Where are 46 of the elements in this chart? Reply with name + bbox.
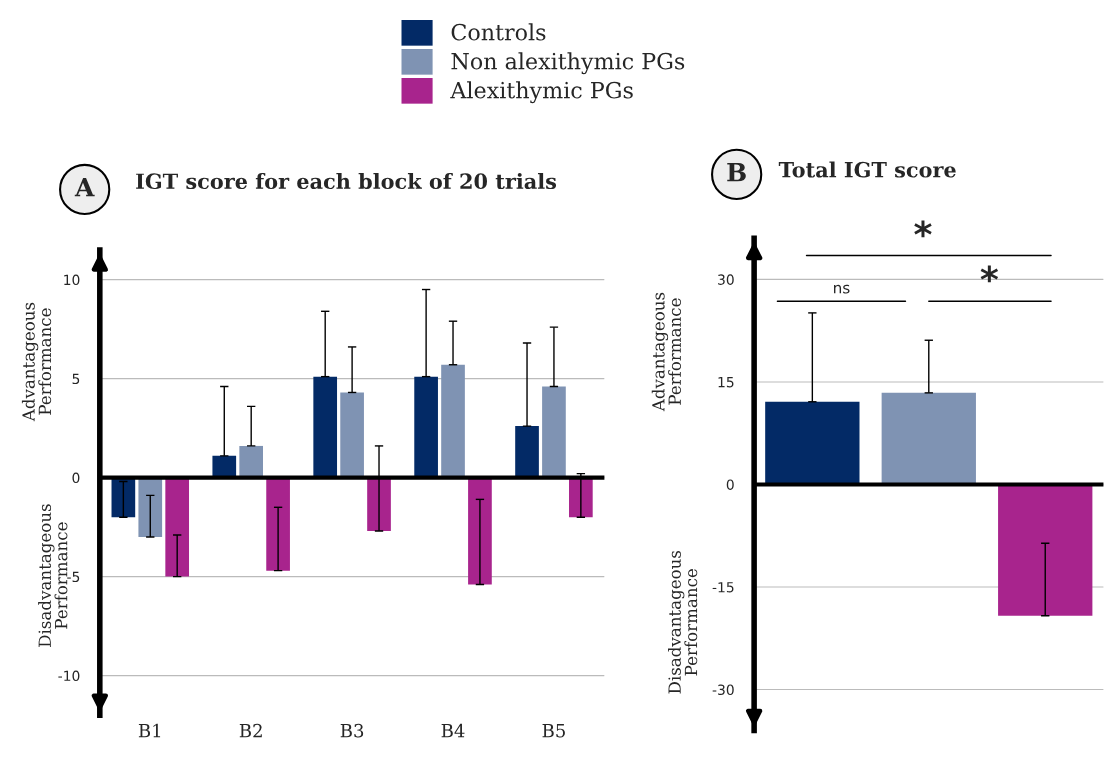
bar xyxy=(515,426,539,478)
bar xyxy=(998,484,1093,616)
bar xyxy=(414,376,438,478)
bar xyxy=(239,445,264,478)
chart-title: IGT score for each block of 20 trials xyxy=(136,172,557,190)
bar xyxy=(313,376,338,478)
chart-title: Total IGT score xyxy=(778,161,956,178)
y-tick-label: 10 xyxy=(64,274,80,286)
bar xyxy=(138,477,163,537)
text: * xyxy=(914,220,932,238)
bar xyxy=(881,392,976,485)
y-axis-title: Advantageous Performance xyxy=(21,302,52,422)
x-tick-label: B5 xyxy=(542,724,565,738)
legend-label: Controls xyxy=(451,23,546,41)
bar xyxy=(542,386,566,478)
x-tick-label: B1 xyxy=(138,723,161,738)
y-axis-title: Advantageous Performance xyxy=(651,292,682,412)
x-tick-label: B2 xyxy=(239,723,262,738)
bar xyxy=(165,477,190,577)
text: A xyxy=(74,178,95,197)
legend-label: Alexithymic PGs xyxy=(450,81,633,104)
y-tick-label: -30 xyxy=(712,684,734,696)
annotation: * xyxy=(980,265,999,283)
text: Disadvantageous Performance xyxy=(38,504,68,647)
x-tick-label: B3 xyxy=(340,723,364,738)
annotation: ns xyxy=(834,284,850,294)
bar xyxy=(266,477,290,571)
y-tick-label: 15 xyxy=(718,377,734,388)
bar xyxy=(441,364,465,478)
y-tick-label: -5 xyxy=(67,571,80,583)
x-tick-label: B4 xyxy=(441,723,465,738)
bar xyxy=(468,477,492,585)
y-tick-label: 0 xyxy=(726,479,734,490)
text: Disadvantageous Performance xyxy=(668,550,698,694)
y-tick-label: -10 xyxy=(58,670,80,682)
bar xyxy=(212,455,237,478)
y-tick-label: 30 xyxy=(718,274,734,285)
bar xyxy=(569,477,593,518)
y-tick-label: 5 xyxy=(72,373,80,385)
y-tick-label: -15 xyxy=(712,582,734,593)
text: B xyxy=(727,163,746,182)
bar xyxy=(765,401,860,485)
y-tick-label: 0 xyxy=(72,472,80,484)
bar xyxy=(367,477,391,532)
legend-label: Non alexithymic PGs xyxy=(451,52,685,75)
bar xyxy=(340,392,364,478)
